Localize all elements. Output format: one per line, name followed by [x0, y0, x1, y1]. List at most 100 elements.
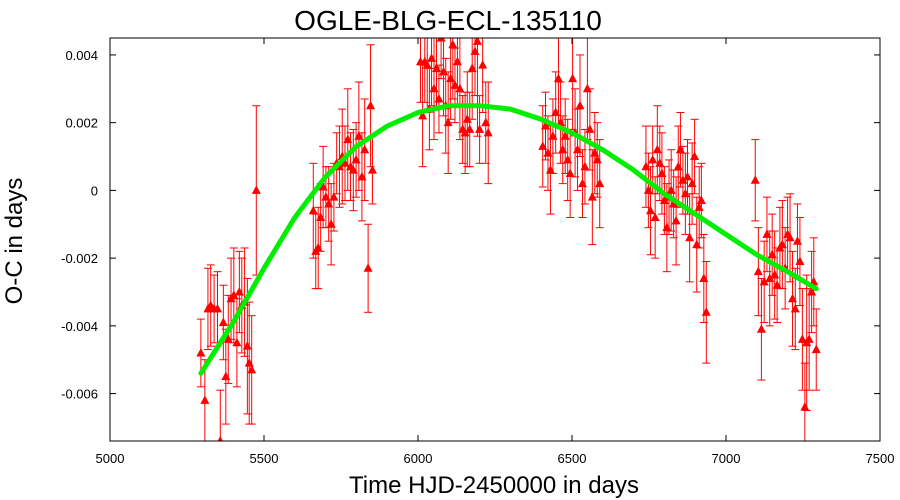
data-point — [326, 219, 336, 228]
data-point — [351, 154, 361, 164]
data-point — [343, 134, 353, 144]
data-point — [577, 178, 587, 188]
plot-content — [196, 38, 821, 441]
x-axis-label: Time HJD-2450000 in days — [349, 472, 639, 499]
data-point — [448, 39, 458, 49]
data-point — [553, 73, 563, 83]
data-point — [223, 334, 233, 343]
data-point — [443, 117, 453, 127]
data-point — [753, 266, 763, 276]
data-point — [657, 168, 667, 177]
data-point — [366, 100, 376, 110]
data-point — [671, 215, 681, 225]
y-tick-label: 0.004 — [65, 48, 98, 63]
data-point — [800, 402, 810, 411]
data-point — [478, 60, 488, 69]
y-tick-label: -0.004 — [61, 319, 98, 334]
y-tick-label: -0.006 — [61, 387, 98, 402]
data-point — [472, 38, 482, 45]
data-point — [652, 144, 662, 154]
data-point — [434, 93, 444, 103]
data-point — [462, 114, 472, 123]
data-point — [701, 307, 711, 316]
data-point — [568, 73, 578, 83]
data-point — [680, 188, 690, 198]
data-point — [455, 83, 465, 93]
data-point — [422, 60, 432, 69]
data-point — [662, 222, 672, 232]
data-point — [673, 161, 683, 171]
data-point — [538, 141, 548, 150]
y-tick-label: 0 — [91, 183, 98, 198]
plot-frame — [109, 37, 881, 442]
data-point — [565, 168, 575, 177]
data-point — [772, 280, 782, 289]
data-point — [221, 371, 231, 381]
data-point — [465, 124, 475, 133]
data-point — [348, 165, 358, 174]
data-point — [481, 117, 491, 127]
data-point — [200, 395, 210, 404]
x-tick-label: 6000 — [404, 451, 433, 466]
data-point — [367, 165, 377, 174]
data-point — [467, 63, 477, 72]
x-tick-label: 6500 — [558, 451, 587, 466]
chart-title: OGLE-BLG-ECL-135110 — [294, 5, 602, 36]
data-point — [318, 182, 328, 191]
data-point — [313, 242, 323, 252]
data-point — [767, 249, 777, 259]
data-point — [234, 286, 244, 296]
data-point — [452, 56, 462, 66]
data-point — [762, 229, 772, 238]
axis-ticks: 5000 5500 6000 6500 7000 7500 -0.006 -0.004 -0.0… — [61, 38, 894, 466]
data-point — [582, 83, 592, 93]
data-point — [247, 364, 257, 374]
data-point — [212, 303, 222, 313]
data-point — [229, 290, 239, 299]
data-point — [357, 171, 367, 181]
data-point — [685, 232, 695, 242]
data-point — [795, 256, 805, 266]
data-point — [563, 154, 573, 164]
data-point — [792, 236, 802, 245]
data-point — [418, 110, 428, 120]
data-point — [354, 131, 364, 140]
data-point — [690, 151, 700, 161]
x-tick-label: 5000 — [96, 451, 125, 466]
data-point — [548, 131, 558, 140]
data-point — [217, 436, 223, 441]
data-point — [360, 144, 370, 154]
y-axis-label: O-C in days — [1, 178, 28, 305]
data-point — [756, 324, 766, 333]
data-point — [585, 124, 595, 133]
data-point — [196, 347, 206, 357]
data-point — [666, 185, 676, 194]
data-point — [251, 185, 261, 194]
data-point — [750, 175, 760, 184]
data-point — [321, 192, 331, 201]
data-point — [804, 334, 814, 343]
data-point — [797, 334, 807, 343]
x-tick-label: 7000 — [712, 451, 741, 466]
data-point — [646, 205, 656, 215]
data-point — [308, 205, 318, 215]
data-point — [683, 171, 692, 181]
y-tick-label: -0.002 — [61, 251, 98, 266]
fit-curve — [198, 103, 819, 376]
data-point — [790, 303, 800, 313]
x-tick-label: 7500 — [866, 451, 895, 466]
data-point — [696, 195, 706, 205]
data-point — [429, 83, 439, 93]
data-point — [329, 192, 339, 201]
data-point — [785, 232, 795, 242]
data-point — [788, 293, 798, 303]
data-point — [777, 239, 787, 249]
x-tick-label: 5500 — [250, 451, 279, 466]
data-point — [759, 276, 769, 286]
data-point — [770, 270, 780, 279]
data-point — [244, 358, 254, 367]
data-point — [575, 100, 585, 110]
data-point — [232, 337, 242, 347]
data-point — [551, 107, 561, 117]
data-point — [558, 144, 568, 154]
